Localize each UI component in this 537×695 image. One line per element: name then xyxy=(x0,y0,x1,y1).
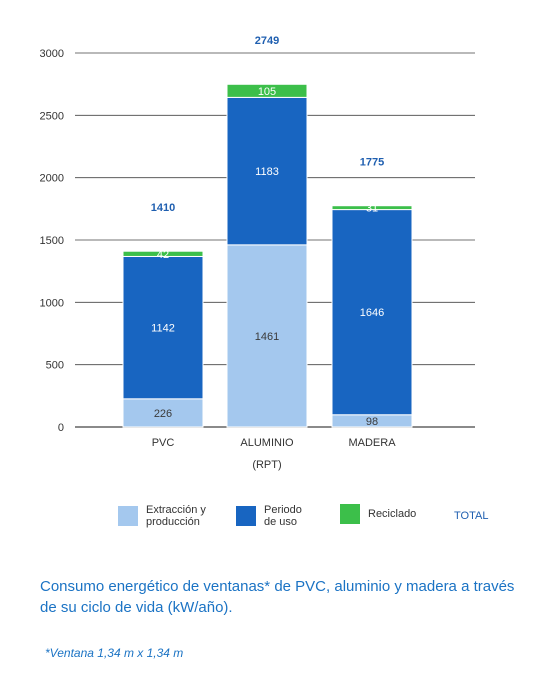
legend-total-label: TOTAL xyxy=(454,510,489,522)
legend-label-periodo: Periodo de uso xyxy=(264,504,302,528)
legend-label-extraccion: Extracción y producción xyxy=(146,504,206,528)
chart-footnote: *Ventana 1,34 m x 1,34 m xyxy=(45,646,184,660)
y-tick-label: 500 xyxy=(46,360,64,372)
bar-value-label: 105 xyxy=(258,86,276,98)
y-tick-label: 0 xyxy=(58,422,64,434)
bar-segment xyxy=(331,205,413,211)
x-tick-label: ALUMINIO xyxy=(240,437,294,449)
legend-item-extraccion: Extracción y producción xyxy=(118,504,206,528)
bar-segment xyxy=(226,96,308,246)
bar-total-label: 1775 xyxy=(360,157,384,169)
bar-value-label: 1646 xyxy=(360,307,384,319)
bar-segment xyxy=(226,83,308,98)
y-tick-label: 1000 xyxy=(40,297,64,309)
bar-segment xyxy=(122,398,204,428)
bar-segment xyxy=(331,209,413,416)
y-tick-label: 3000 xyxy=(40,48,64,60)
legend-item-periodo: Periodo de uso xyxy=(236,504,302,528)
bar-value-label: 1461 xyxy=(255,331,279,343)
legend-swatch-extraccion xyxy=(118,506,138,526)
bar-value-label: 226 xyxy=(154,408,172,420)
chart-legend: Extracción y producción Periodo de uso R… xyxy=(0,504,537,544)
y-tick-label: 2500 xyxy=(40,110,64,122)
bar-total-label: 2749 xyxy=(255,35,279,47)
bar-total-label: 1410 xyxy=(151,202,175,214)
stacked-bar-chart: 0 500 1000 1500 2000 2500 3000 226 1142 42 1410 PVC… xyxy=(40,35,475,471)
bar-segment xyxy=(122,255,204,400)
bar-segment xyxy=(226,244,308,428)
legend-label-reciclado: Reciclado xyxy=(368,508,417,520)
bar-segment xyxy=(122,250,204,257)
bar-value-label: 42 xyxy=(157,249,169,261)
chart-caption: Consumo energético de ventanas* de PVC, … xyxy=(40,578,515,616)
bar-value-label: 1183 xyxy=(255,166,279,178)
x-tick-sublabel: (RPT) xyxy=(252,459,281,471)
y-tick-label: 2000 xyxy=(40,173,64,185)
legend-item-reciclado: Reciclado xyxy=(340,504,416,524)
bar-value-label: 31 xyxy=(366,203,378,215)
legend-swatch-reciclado xyxy=(340,504,360,524)
bar-value-label: 98 xyxy=(366,416,378,428)
bar-value-label: 1142 xyxy=(151,323,175,335)
x-tick-label: MADERA xyxy=(348,437,396,449)
x-tick-label: PVC xyxy=(152,437,175,449)
y-tick-label: 1500 xyxy=(40,235,64,247)
legend-swatch-periodo xyxy=(236,506,256,526)
